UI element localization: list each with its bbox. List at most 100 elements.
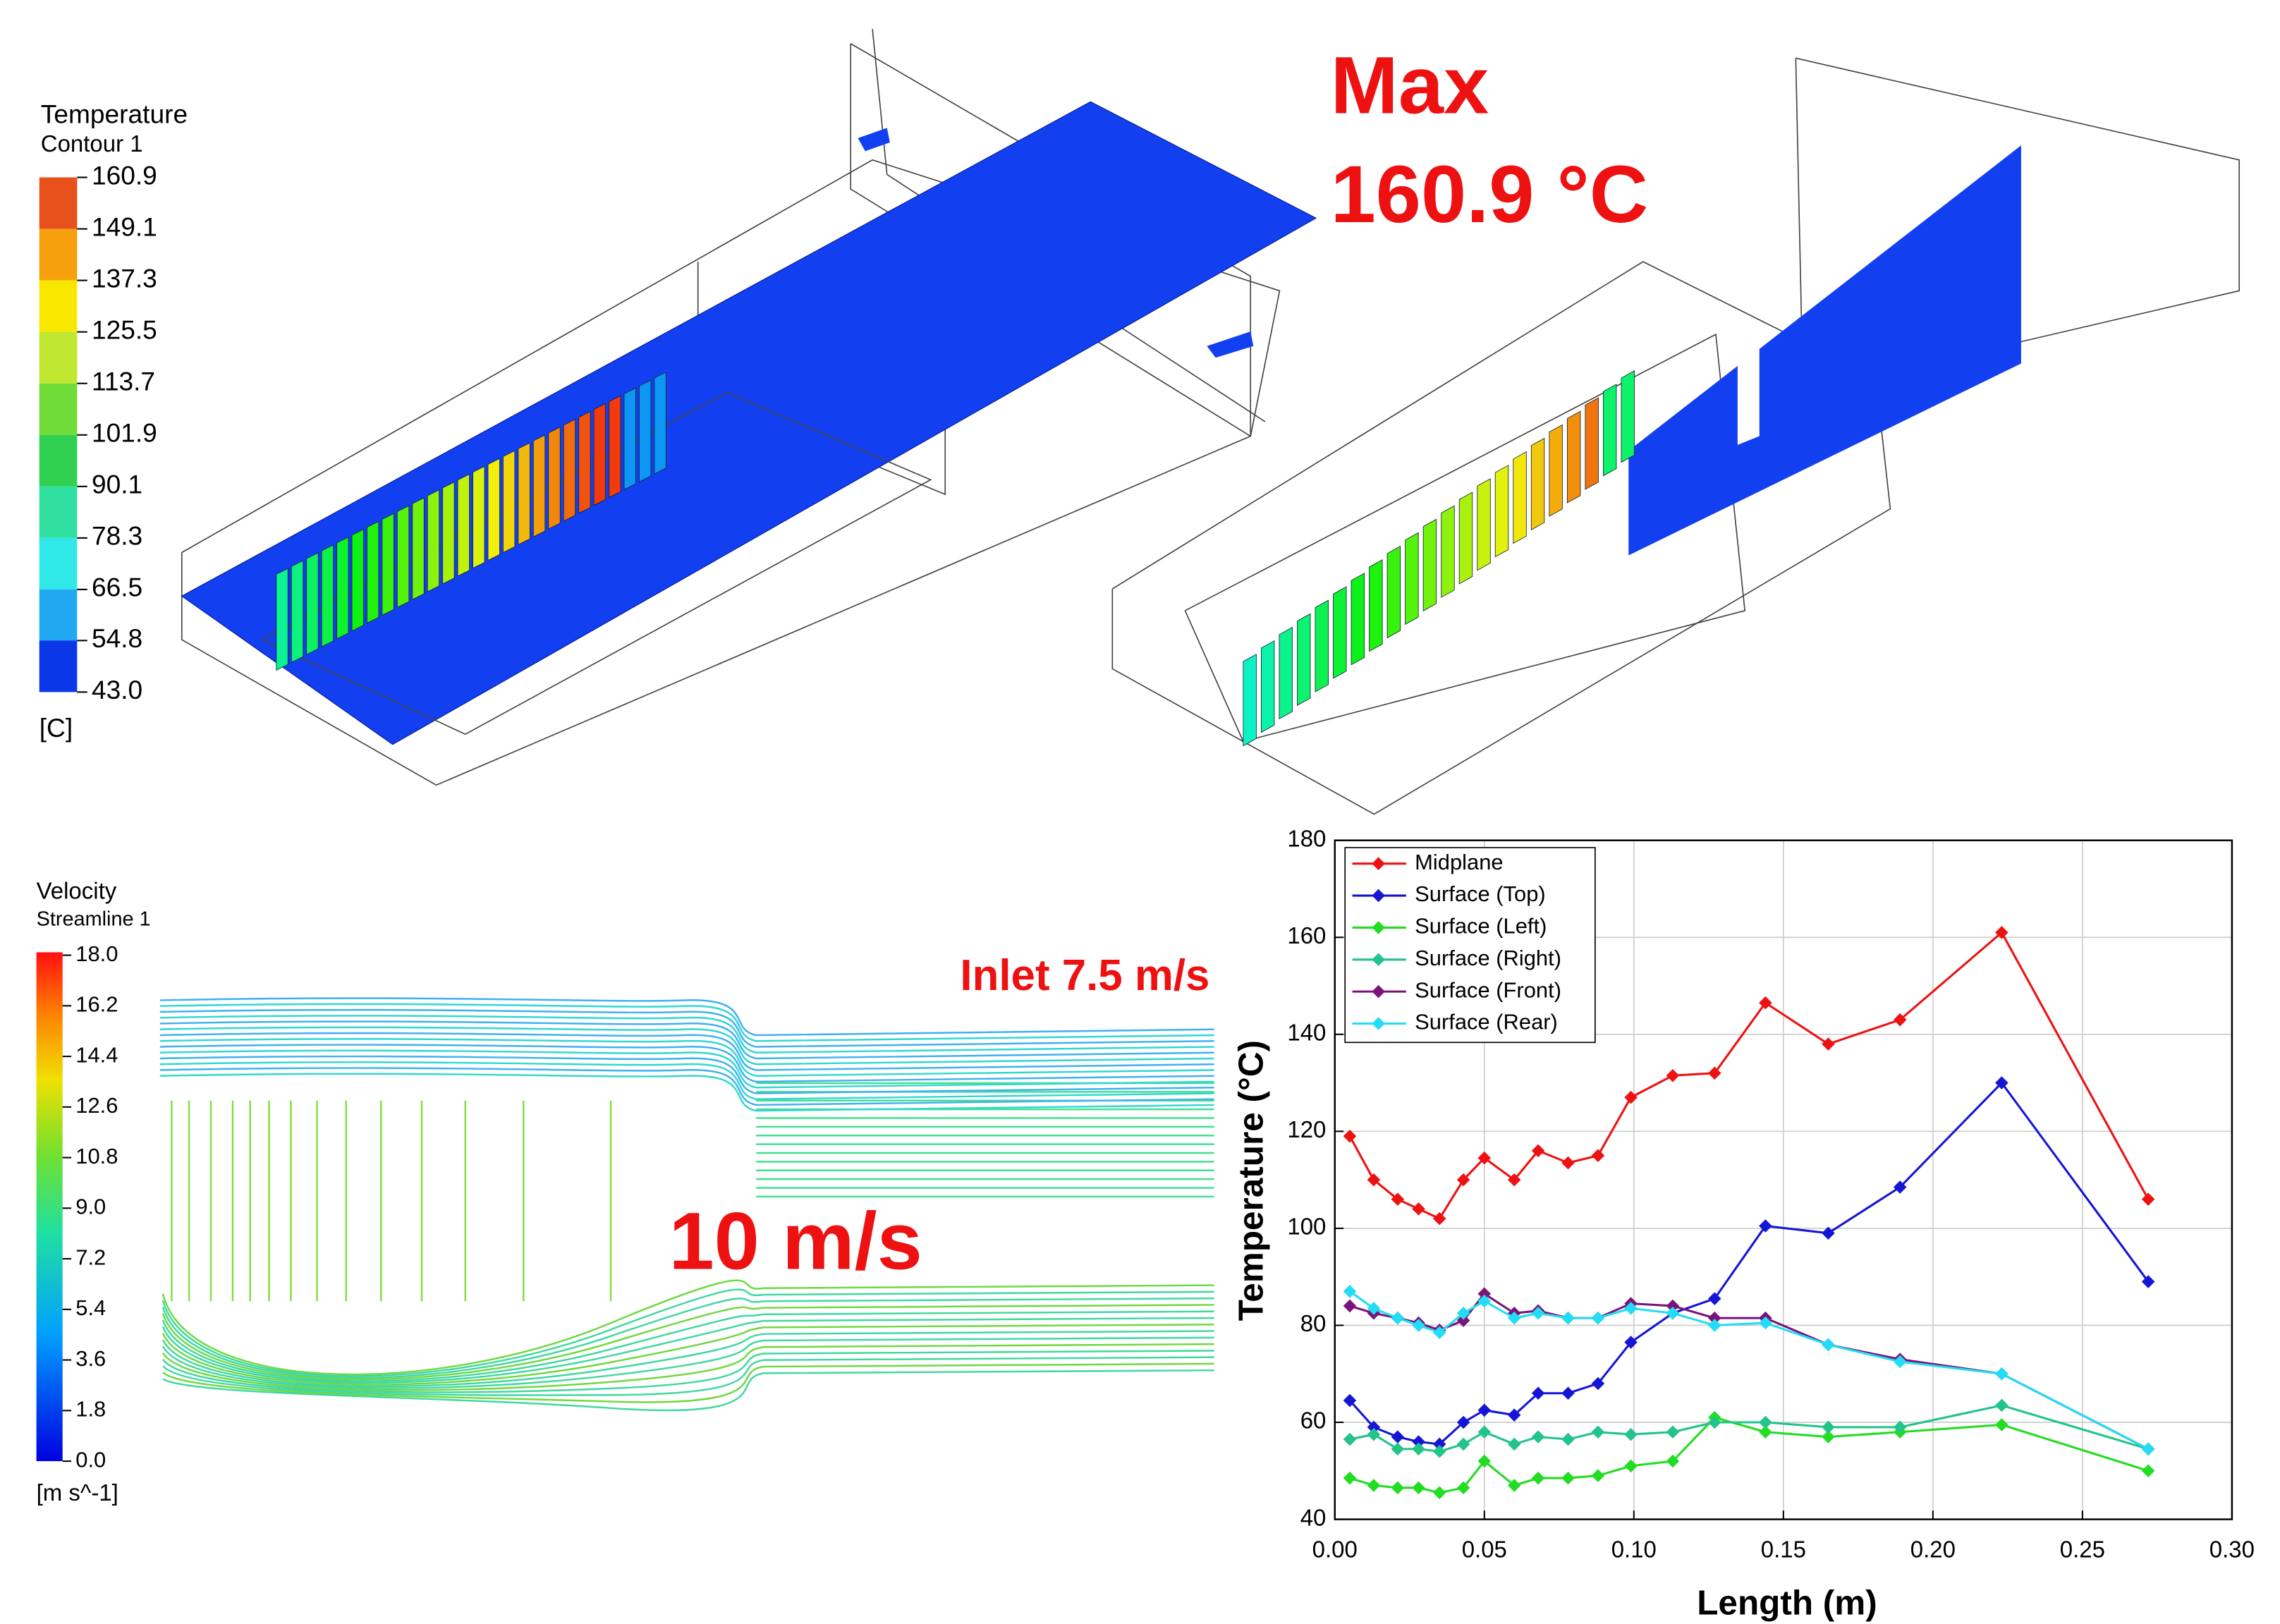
data-point — [1759, 1416, 1772, 1429]
legend-subtitle: Streamline 1 — [37, 908, 151, 931]
slice — [1531, 438, 1544, 530]
y-tick-label: 40 — [1300, 1504, 1327, 1530]
data-point — [1561, 1156, 1575, 1170]
x-tick-label: 0.20 — [1910, 1537, 1956, 1563]
slice — [276, 568, 288, 670]
data-point — [1624, 1428, 1638, 1441]
slice — [1261, 641, 1274, 733]
data-point — [1343, 1300, 1357, 1313]
colorbar-label: 160.9 — [92, 160, 157, 190]
data-point — [1561, 1433, 1575, 1446]
data-point — [1391, 1482, 1405, 1495]
x-tick-label: 0.25 — [2060, 1537, 2105, 1563]
data-point — [1759, 1219, 1772, 1233]
colorbar-label: 3.6 — [75, 1346, 106, 1371]
data-point — [1666, 1069, 1680, 1082]
x-tick-label: 0.00 — [1312, 1537, 1358, 1563]
slice — [1477, 479, 1491, 570]
data-point — [1592, 1469, 1605, 1482]
slice — [307, 553, 318, 654]
data-point — [1592, 1425, 1605, 1439]
series-line — [1350, 1417, 2148, 1493]
data-point — [1592, 1149, 1605, 1162]
legend-title: Temperature — [41, 99, 188, 129]
legend-unit: [m s^-1] — [37, 1479, 118, 1506]
data-point — [1666, 1425, 1680, 1439]
slice — [624, 388, 635, 489]
slice — [413, 498, 424, 599]
data-point — [1433, 1212, 1446, 1226]
slice — [1603, 384, 1616, 476]
colorbar-band — [39, 384, 78, 435]
y-tick-label: 120 — [1287, 1116, 1326, 1142]
data-point — [1561, 1472, 1575, 1485]
streamline — [163, 1305, 1214, 1379]
colorbar-label: 113.7 — [92, 367, 155, 396]
colorbar-label: 9.0 — [75, 1195, 106, 1219]
colorbar-label: 18.0 — [75, 941, 118, 966]
legend-label: Surface (Front) — [1415, 977, 1561, 1002]
colorbar-label: 7.2 — [75, 1245, 106, 1269]
data-point — [1894, 1355, 1907, 1369]
slice — [1315, 600, 1329, 692]
y-tick-label: 160 — [1287, 922, 1326, 948]
data-point — [1478, 1425, 1492, 1439]
data-point — [1391, 1312, 1405, 1325]
slice — [337, 537, 348, 639]
data-point — [1822, 1037, 1835, 1051]
colorbar-label: 0.0 — [75, 1447, 106, 1472]
colorbar-band — [39, 229, 78, 281]
data-point — [1343, 1472, 1357, 1485]
slice — [488, 458, 499, 560]
slice — [1351, 573, 1365, 665]
colorbar-band — [39, 178, 78, 229]
data-point — [1624, 1091, 1638, 1104]
colorbar-label: 43.0 — [92, 675, 142, 704]
data-point — [2142, 1443, 2155, 1456]
colorbar-label: 14.4 — [75, 1042, 118, 1067]
slice — [1387, 547, 1401, 638]
slice — [352, 529, 363, 630]
data-point — [1666, 1307, 1680, 1320]
slice — [549, 427, 560, 529]
data-point — [1412, 1482, 1425, 1495]
slice — [518, 443, 530, 544]
slice — [1370, 560, 1383, 652]
legend-label: Surface (Top) — [1415, 881, 1546, 906]
annotation: 10 m/s — [669, 1196, 922, 1287]
legend-label: Surface (Rear) — [1415, 1010, 1558, 1034]
slice — [1549, 425, 1563, 516]
slice — [291, 561, 303, 662]
series-line — [1350, 1294, 2148, 1449]
colorbar-band — [39, 332, 78, 384]
slice — [473, 466, 484, 568]
slice — [1334, 587, 1347, 678]
data-point — [1995, 1399, 2008, 1412]
colorbar-label: 137.3 — [92, 263, 157, 293]
slice — [1279, 628, 1293, 719]
legend-label: Surface (Left) — [1415, 914, 1547, 939]
data-point — [1433, 1445, 1446, 1458]
colorbar-label: 125.5 — [92, 315, 157, 344]
slice — [1585, 398, 1599, 489]
series-line — [1350, 1083, 2148, 1444]
y-tick-label: 60 — [1300, 1408, 1327, 1434]
data-point — [1412, 1443, 1425, 1456]
slice — [1243, 654, 1257, 746]
x-tick-label: 0.10 — [1611, 1537, 1657, 1563]
colorbar-label: 16.2 — [75, 992, 118, 1017]
data-point — [1822, 1338, 1835, 1352]
slice — [382, 513, 394, 615]
slice — [322, 545, 333, 647]
data-point — [1561, 1312, 1575, 1325]
legend-unit: [C] — [39, 713, 73, 743]
data-point — [1708, 1292, 1721, 1305]
colorbar-band — [39, 435, 78, 487]
slice — [397, 506, 408, 607]
data-point — [1532, 1430, 1545, 1443]
colorbar-label: 66.5 — [92, 573, 142, 602]
y-axis-label: Temperature (°C) — [1231, 1040, 1270, 1321]
y-tick-label: 180 — [1287, 825, 1326, 851]
x-tick-label: 0.05 — [1462, 1537, 1507, 1563]
data-point — [1624, 1460, 1638, 1473]
